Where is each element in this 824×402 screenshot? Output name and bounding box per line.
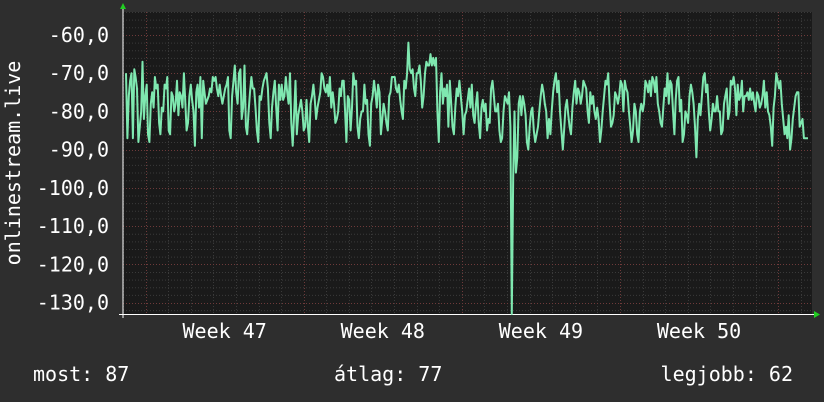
y-axis-label: onlinestream.live	[1, 61, 25, 266]
x-tick-label: Week 50	[657, 319, 741, 343]
y-tick-label: -60,0	[49, 23, 109, 47]
x-tick-label: Week 49	[499, 319, 583, 343]
y-axis-arrow-icon	[120, 3, 126, 9]
y-tick-label: -90,0	[49, 138, 109, 162]
x-axis-arrow-icon	[814, 311, 820, 318]
stat-most: most: 87	[33, 362, 129, 386]
stat-best: legjobb: 62	[661, 362, 793, 386]
x-tick-label: Week 48	[341, 319, 425, 343]
y-tick-labels: -60,0 -70,0 -80,0 -90,0 -100,0 -110,0 -120,0 -1…	[37, 23, 109, 315]
x-tick-labels: Week 47 Week 48 Week 49 Week 50	[183, 319, 742, 343]
y-tick-label: -120,0	[37, 252, 109, 276]
plot-area	[123, 12, 812, 314]
y-tick-label: -130,0	[37, 291, 109, 315]
y-tick-label: -110,0	[37, 214, 109, 238]
y-tick-label: -70,0	[49, 61, 109, 85]
x-tick-label: Week 47	[183, 319, 267, 343]
y-tick-label: -80,0	[49, 99, 109, 123]
y-tick-label: -100,0	[37, 176, 109, 200]
stat-average: átlag: 77	[334, 362, 442, 386]
